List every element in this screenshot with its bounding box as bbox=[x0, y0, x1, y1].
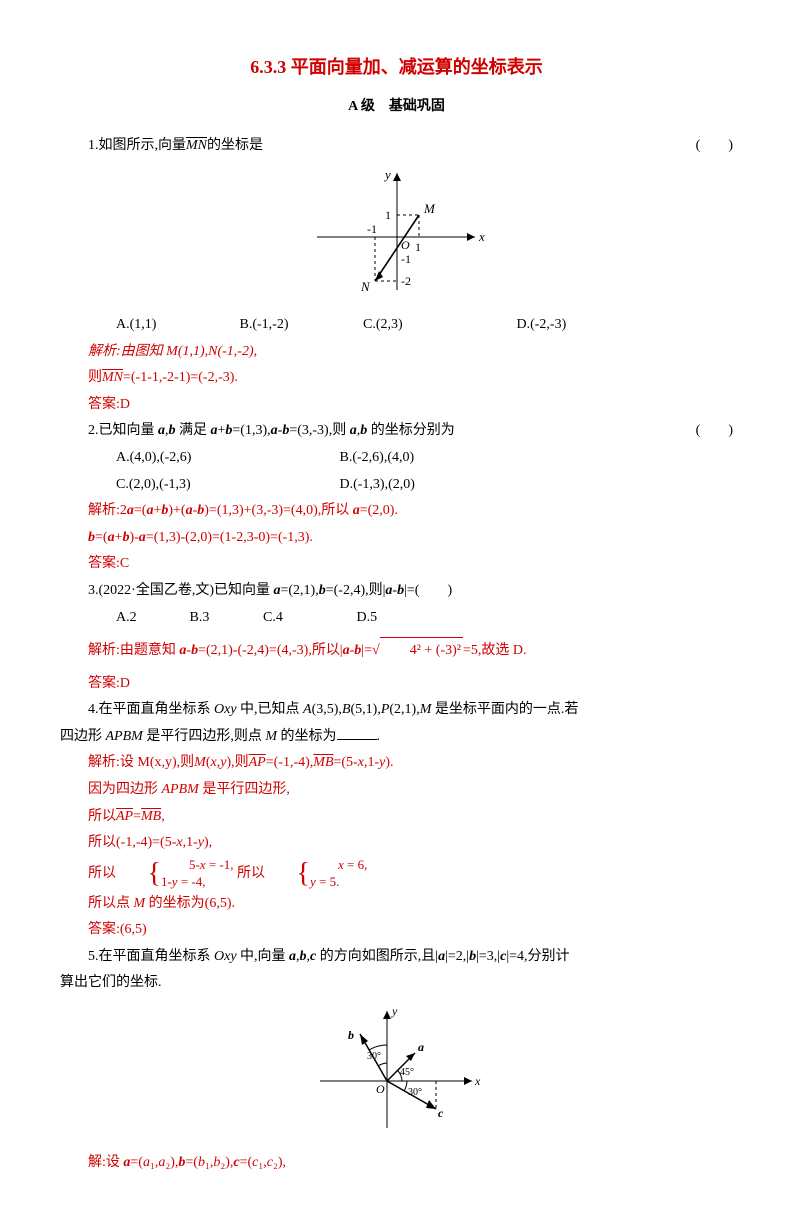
q5-solution: 解:设 a=(a₁,a₂),b=(b₁,b₂),c=(c₁,c₂), bbox=[60, 1150, 733, 1177]
q2-stem-text: 2.已知向量 a,b 满足 a+b=(1,3),a-b=(3,-3),则 a,b… bbox=[88, 423, 455, 438]
q2-answer: 答案:C bbox=[60, 551, 733, 578]
svg-text:M: M bbox=[423, 201, 436, 216]
q4-sol3-b: , bbox=[161, 809, 165, 824]
q1-opt-c: C.(2,3) bbox=[335, 312, 485, 339]
fill-blank bbox=[337, 726, 377, 740]
svg-text:N: N bbox=[360, 279, 371, 294]
q1-stem: 1.如图所示,向量MN的坐标是 ( ) bbox=[60, 133, 733, 160]
q1-vector-mn: MN bbox=[186, 138, 207, 153]
svg-text:1: 1 bbox=[385, 208, 391, 222]
q2-stem: 2.已知向量 a,b 满足 a+b=(1,3),a-b=(3,-3),则 a,b… bbox=[60, 418, 733, 445]
vec-ap: AP bbox=[249, 755, 266, 770]
svg-text:b: b bbox=[348, 1028, 354, 1042]
brace-system-1: { 5-x = -1,1-y = -4, bbox=[120, 857, 234, 891]
q2-blank-paren: ( ) bbox=[668, 418, 733, 445]
q3-solution: 解析:由题意知 a-b=(2,1)-(-2,4)=(4,-3),所以|a-b|=… bbox=[60, 637, 733, 665]
q4-sol5-a: 所以 bbox=[88, 866, 116, 881]
q2-opt-b: B.(-2,6),(4,0) bbox=[312, 445, 415, 472]
q3-opt-b: B.3 bbox=[162, 605, 232, 632]
q3-opt-d: D.5 bbox=[329, 605, 378, 632]
q4-sol-4: 所以(-1,-4)=(5-x,1-y), bbox=[60, 830, 733, 857]
page-title: 6.3.3 平面向量加、减运算的坐标表示 bbox=[60, 50, 733, 84]
svg-text:a: a bbox=[418, 1040, 424, 1054]
q1-sol2-c: =(-1-1,-2-1)=(-2,-3). bbox=[123, 370, 238, 385]
q4-sol1-a: 解析:设 M(x,y),则 bbox=[88, 755, 194, 770]
level-subtitle: A 级 基础巩固 bbox=[60, 94, 733, 121]
q1-opt-a: A.(1,1) bbox=[88, 312, 208, 339]
q1-sol2-a: 则 bbox=[88, 370, 102, 385]
q4-sol-2: 因为四边形 APBM 是平行四边形, bbox=[60, 777, 733, 804]
q2-opt-d: D.(-1,3),(2,0) bbox=[312, 472, 415, 499]
q2-opt-c: C.(2,0),(-1,3) bbox=[88, 472, 308, 499]
q3-options: A.2 B.3 C.4 D.5 bbox=[60, 605, 733, 632]
q4-sol-5: 所以 { 5-x = -1,1-y = -4, 所以 { x = 6,y = 5… bbox=[60, 857, 733, 891]
q5-stem-1: 5.在平面直角坐标系 Oxy 中,向量 a,b,c 的方向如图所示,且|a|=2… bbox=[60, 944, 733, 971]
q5-figure: x y O a 45° b 30° c 30° bbox=[60, 1003, 733, 1144]
svg-text:-1: -1 bbox=[367, 222, 377, 236]
svg-text:y: y bbox=[383, 167, 391, 182]
q1-opt-d: D.(-2,-3) bbox=[489, 312, 567, 339]
svg-text:45°: 45° bbox=[400, 1067, 414, 1078]
svg-text:x: x bbox=[474, 1074, 481, 1088]
q1-solution-2: 则MN=(-1-1,-2-1)=(-2,-3). bbox=[60, 365, 733, 392]
svg-text:O: O bbox=[376, 1082, 385, 1096]
q4-sol-1: 解析:设 M(x,y),则M(x,y),则AP=(-1,-4),MB=(5-x,… bbox=[60, 750, 733, 777]
q3-opt-c: C.4 bbox=[235, 605, 325, 632]
eq-sign: = bbox=[133, 809, 141, 824]
svg-text:y: y bbox=[391, 1004, 398, 1018]
q1-answer: 答案:D bbox=[60, 392, 733, 419]
q1-stem-text-c: 的坐标是 bbox=[207, 138, 263, 153]
q2-opt-a: A.(4,0),(-2,6) bbox=[88, 445, 308, 472]
q4-stem-1: 4.在平面直角坐标系 Oxy 中,已知点 A(3,5),B(5,1),P(2,1… bbox=[60, 697, 733, 724]
q1-sol2-mn: MN bbox=[102, 370, 123, 385]
brace-system-2: { x = 6,y = 5. bbox=[269, 857, 368, 891]
vec-mb-2: MB bbox=[141, 809, 161, 824]
svg-text:O: O bbox=[401, 238, 410, 252]
q4-sol5-mid: 所以 bbox=[237, 866, 265, 881]
vec-mb: MB bbox=[313, 755, 333, 770]
q3-answer: 答案:D bbox=[60, 671, 733, 698]
svg-text:-2: -2 bbox=[401, 274, 411, 288]
svg-text:1: 1 bbox=[415, 240, 421, 254]
q4-sol-6: 所以点 M 的坐标为(6,5). bbox=[60, 891, 733, 918]
q3-stem: 3.(2022·全国乙卷,文)已知向量 a=(2,1),b=(-2,4),则|a… bbox=[60, 578, 733, 605]
svg-text:-1: -1 bbox=[401, 252, 411, 266]
q1-solution-1: 解析:由图知 M(1,1),N(-1,-2), bbox=[60, 339, 733, 366]
q4-answer: 答案:(6,5) bbox=[60, 917, 733, 944]
svg-text:30°: 30° bbox=[367, 1051, 381, 1062]
q1-opt-b: B.(-1,-2) bbox=[212, 312, 332, 339]
q2-solution-2: b=(a+b)-a=(1,3)-(2,0)=(1-2,3-0)=(-1,3). bbox=[60, 525, 733, 552]
q2-options-row1: A.(4,0),(-2,6) B.(-2,6),(4,0) bbox=[60, 445, 733, 472]
q4-sol1-b: =(-1,-4), bbox=[266, 755, 314, 770]
q2-solution-1: 解析:2a=(a+b)+(a-b)=(1,3)+(3,-3)=(4,0),所以 … bbox=[60, 498, 733, 525]
q1-figure: x y M N O 1 1 -1 -1 -2 bbox=[60, 165, 733, 306]
sqrt-expr: 4² + (-3)² bbox=[380, 637, 463, 665]
svg-text:c: c bbox=[438, 1106, 444, 1120]
q4-sol3-a: 所以 bbox=[88, 809, 116, 824]
q1-options: A.(1,1) B.(-1,-2) C.(2,3) D.(-2,-3) bbox=[60, 312, 733, 339]
svg-text:x: x bbox=[478, 229, 485, 244]
q5-stem-2: 算出它们的坐标. bbox=[60, 970, 733, 997]
q1-blank-paren: ( ) bbox=[668, 133, 733, 160]
q4-stem-2: 四边形 APBM 是平行四边形,则点 M 的坐标为. bbox=[60, 724, 733, 751]
q3-opt-a: A.2 bbox=[88, 605, 158, 632]
vec-ap-2: AP bbox=[116, 809, 133, 824]
q4-sol-3: 所以AP=MB, bbox=[60, 804, 733, 831]
q1-stem-text-a: 1.如图所示,向量 bbox=[88, 138, 186, 153]
q2-options-row2: C.(2,0),(-1,3) D.(-1,3),(2,0) bbox=[60, 472, 733, 499]
svg-text:30°: 30° bbox=[408, 1087, 422, 1098]
